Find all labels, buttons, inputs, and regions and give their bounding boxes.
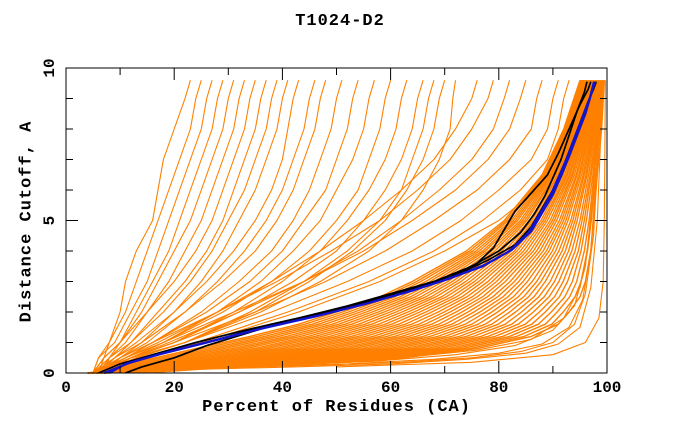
x-tick-label: 100 xyxy=(593,379,622,397)
highlight-curves-blue xyxy=(103,81,597,375)
model-curves-diagonal xyxy=(92,80,586,374)
model-curves-left-fan xyxy=(92,80,457,374)
y-tick-label: 0 xyxy=(41,368,59,378)
model-curves-bottom-huggers xyxy=(98,80,606,374)
x-tick-label: 20 xyxy=(165,379,184,397)
x-tick-label: 80 xyxy=(489,379,508,397)
x-tick-label: 0 xyxy=(61,379,71,397)
x-tick-label: 40 xyxy=(273,379,292,397)
y-tick-label: 5 xyxy=(41,216,59,226)
axis-box xyxy=(65,67,608,374)
x-axis-label: Percent of Residues (CA) xyxy=(202,398,471,417)
x-tick-label: 60 xyxy=(381,379,400,397)
model-curves-bundle xyxy=(87,79,605,374)
y-axis-label: Distance Cutoff, A xyxy=(17,120,37,323)
chart-title: T1024-D2 xyxy=(295,12,385,31)
y-tick-label: 10 xyxy=(41,58,59,77)
